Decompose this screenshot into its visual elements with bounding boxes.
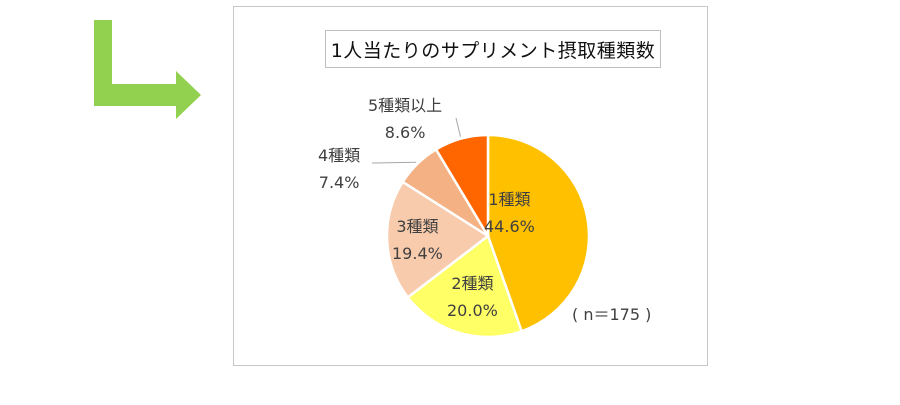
slice-label-2: 2種類 20.0% [447,270,498,324]
pie-slice-5 [434,133,490,241]
slice-value-label-5: 8.6% [384,123,426,142]
green-down-right-arrow-icon [94,20,201,119]
slice-label-1: 1種類 44.6% [484,186,535,240]
leader-line-4 [371,161,417,164]
slice-label-4: 4種類 7.4% [318,142,360,196]
chart-title: 1人当たりのサプリメント摂取種類数 [325,30,661,68]
slice-category-label-2: 2種類 [451,274,494,293]
pie-slice-3 [385,180,491,300]
slice-label-3: 3種類 19.4% [392,213,443,267]
slice-category-label-4: 4種類 [318,146,361,165]
slice-category-label-5: 5種類以上 [368,96,443,115]
slice-value-label-3: 19.4% [392,244,443,263]
arrow-shape [94,20,201,119]
pie-slice-2 [406,233,524,339]
slice-category-label-1: 1種類 [488,190,531,209]
pie-slice-1 [486,133,591,333]
leader-line-5 [455,117,461,137]
sample-size-note: ( n＝175 ) [572,305,652,324]
slice-value-label-2: 20.0% [447,301,498,320]
slice-label-5: 5種類以上 8.6% [368,92,442,146]
slice-value-label-1: 44.6% [484,217,535,236]
slice-value-label-4: 7.4% [318,173,360,192]
slice-category-label-3: 3種類 [396,217,439,236]
